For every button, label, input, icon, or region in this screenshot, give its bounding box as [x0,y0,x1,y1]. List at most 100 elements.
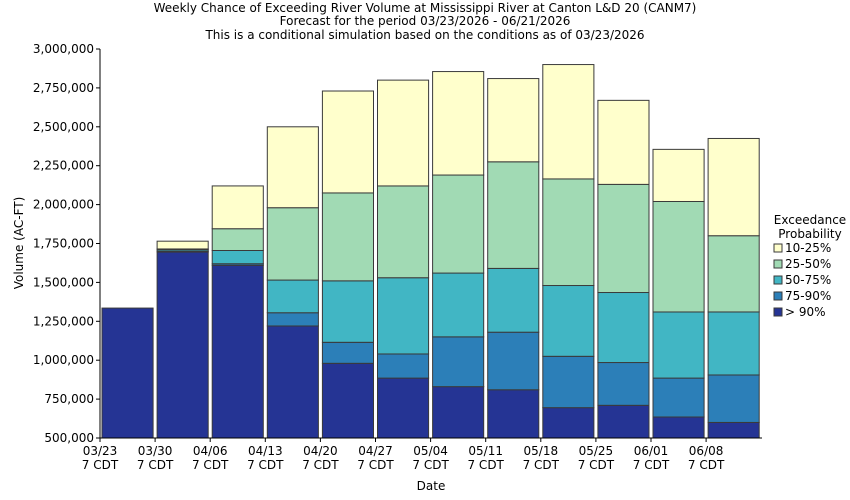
bar-segment-p75-90 [652,377,705,418]
legend-label: 25-50% [785,257,831,271]
bar-segment-gt90 [597,404,650,439]
bar-segment-p25-50 [597,183,650,294]
bar-segment-gt90 [101,307,154,439]
bar-segment-p10-25 [266,126,319,209]
bar-segment-gt90 [321,362,374,439]
bar-segment-gt90 [266,325,319,439]
legend-title-line-1: Exceedance [774,213,846,227]
x-tick-label: 05/18 [524,444,559,458]
legend-label: 75-90% [785,289,831,303]
bar-segment-p25-50 [321,192,374,282]
bar-segment-p10-25 [211,185,264,230]
legend: Exceedance Probability 10-25% 25-50% 50-75… [773,213,846,319]
x-tick-label: 06/08 [689,444,724,458]
legend-title-line-2: Probability [778,227,841,241]
x-axis-label: Date [417,479,446,493]
bar-segment-p75-90 [377,353,430,379]
x-tick-sublabel: 7 CDT [633,458,670,472]
x-tick-sublabel: 7 CDT [192,458,229,472]
y-axis-label: Volume (AC-FT) [12,197,26,290]
bar-segment-p75-90 [432,336,485,388]
bar-segment-gt90 [156,251,209,439]
bar-segment-p75-90 [542,355,595,409]
y-tick-label: 2,500,000 [33,120,94,134]
bar-segment-p25-50 [266,207,319,281]
y-tick-label: 1,500,000 [33,275,94,289]
plot-area [100,49,762,438]
x-tick-label: 04/20 [303,444,338,458]
bar-segment-p50-75 [432,272,485,338]
x-tick-label: 04/13 [248,444,283,458]
bar-group [101,64,760,439]
bar-segment-gt90 [707,421,760,439]
legend-label: 50-75% [785,273,831,287]
y-tick-label: 2,250,000 [33,159,94,173]
y-tick-label: 1,750,000 [33,237,94,251]
bar-segment-p10-25 [707,137,760,237]
x-tick-sublabel: 7 CDT [688,458,725,472]
legend-swatch [773,243,783,253]
bar-segment-p75-90 [321,341,374,364]
x-tick-sublabel: 7 CDT [82,458,119,472]
x-tick-label: 05/11 [468,444,503,458]
x-tick-label: 05/04 [413,444,448,458]
y-tick-label: 3,000,000 [33,42,94,56]
bar-segment-p50-75 [321,280,374,343]
legend-swatch [773,275,783,285]
bar-segment-p10-25 [487,78,540,163]
bar-segment-p10-25 [542,64,595,180]
bar-segment-gt90 [652,416,705,439]
x-tick-sublabel: 7 CDT [357,458,394,472]
bar-segment-p50-75 [211,250,264,265]
bar-segment-p10-25 [652,148,705,202]
bar-segment-p50-75 [542,285,595,357]
y-axis: 500,000 750,000 1,000,000 1,250,000 1,500,00… [33,42,101,445]
y-tick-label: 1,000,000 [33,353,94,367]
y-tick-label: 750,000 [44,392,94,406]
bar-segment-p25-50 [652,200,705,313]
bar-segment-p25-50 [377,185,430,279]
chart-title: Weekly Chance of Exceeding River Volume … [154,1,697,42]
bar-segment-gt90 [377,377,430,439]
bar-segment-p25-50 [487,161,540,269]
bar-segment-p75-90 [487,331,540,391]
x-tick-sublabel: 7 CDT [523,458,560,472]
title-line-3: This is a conditional simulation based o… [204,28,644,42]
y-tick-label: 2,750,000 [33,81,94,95]
bar-segment-gt90 [432,386,485,439]
x-tick-sublabel: 7 CDT [302,458,339,472]
bar-segment-p50-75 [266,279,319,314]
bar-segment-p10-25 [377,79,430,187]
bar-segment-p10-25 [321,90,374,194]
bar-segment-p25-50 [542,178,595,287]
x-tick-label: 04/06 [193,444,228,458]
bar-segment-p50-75 [487,267,540,333]
bar-segment-p50-75 [377,277,430,355]
legend-swatch [773,291,783,301]
y-tick-label: 500,000 [44,431,94,445]
bar-segment-p75-90 [266,312,319,327]
legend-label: 10-25% [785,241,831,255]
bar-segment-p50-75 [652,311,705,379]
x-tick-sublabel: 7 CDT [137,458,174,472]
bar-segment-p50-75 [597,292,650,364]
bar-segment-p75-90 [707,374,760,423]
y-tick-label: 1,250,000 [33,314,94,328]
bar-segment-p10-25 [597,99,650,185]
legend-swatch [773,259,783,269]
title-line-1: Weekly Chance of Exceeding River Volume … [154,1,697,15]
bar-segment-p25-50 [211,228,264,252]
legend-label: > 90% [785,305,826,319]
bar-segment-p50-75 [707,311,760,376]
title-line-2: Forecast for the period 03/23/2026 - 06/… [280,14,571,28]
bar-segment-gt90 [211,264,264,439]
bar-segment-gt90 [542,407,595,439]
bar-segment-p10-25 [432,71,485,176]
bar-segment-p10-25 [156,240,209,250]
x-tick-label: 03/23 [83,444,118,458]
bar-segment-p75-90 [597,362,650,406]
x-tick-label: 06/01 [634,444,669,458]
bar-segment-p25-50 [707,235,760,313]
